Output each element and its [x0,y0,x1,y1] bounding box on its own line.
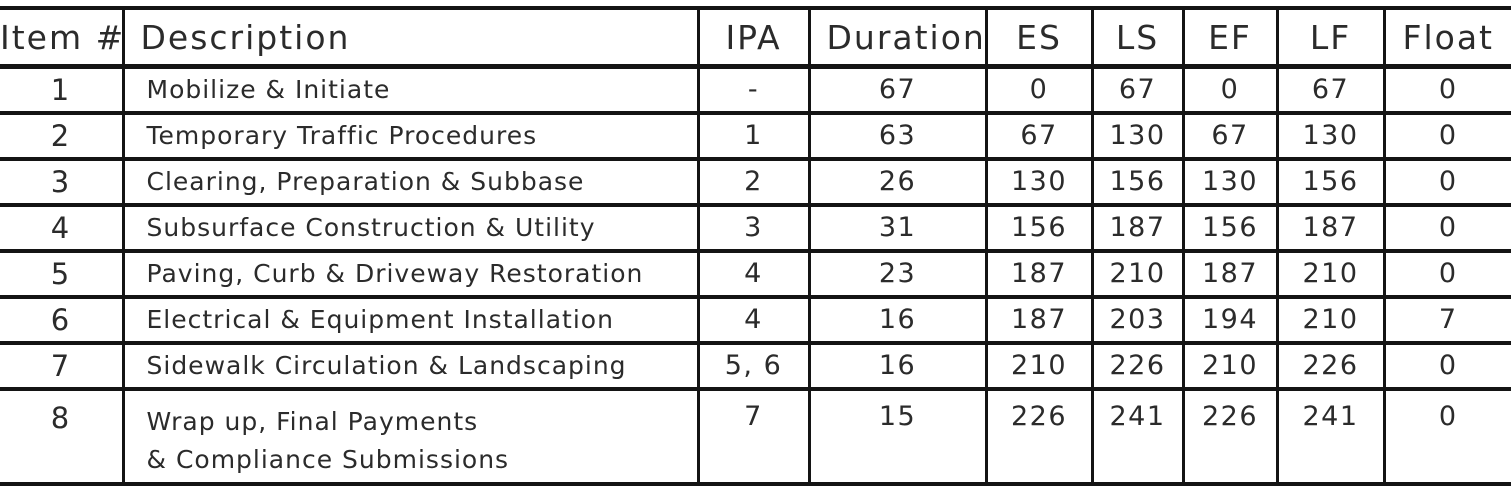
cell-ef: 226 [1181,386,1279,486]
cell-duration: 23 [807,248,988,299]
column-header-description: Description [121,6,700,69]
cell-lf: 130 [1275,110,1386,161]
cell-es: 187 [984,248,1094,299]
cell-float: 7 [1382,294,1511,345]
activity-schedule-table: Item # Description IPA Duration ES LS EF… [0,6,1511,486]
column-header-ls: LS [1090,6,1185,69]
cell-lf: 67 [1275,64,1386,115]
column-header-lf: LF [1275,6,1386,69]
column-header-es: ES [984,6,1094,69]
cell-ipa: 3 [696,202,811,253]
cell-item: 2 [0,110,125,161]
column-header-ipa: IPA [696,6,811,69]
cell-ef: 67 [1181,110,1279,161]
cell-item: 8 [0,386,125,486]
cell-ef: 130 [1181,156,1279,207]
cell-duration: 16 [807,340,988,391]
table-row: 4 Subsurface Construction & Utility 3 31… [0,202,1511,253]
cell-float: 0 [1382,110,1511,161]
cell-ls: 187 [1090,202,1185,253]
cell-float: 0 [1382,386,1511,486]
cell-duration: 63 [807,110,988,161]
cell-es: 156 [984,202,1094,253]
table-row: 8 Wrap up, Final Payments & Compliance S… [0,386,1511,486]
cell-ipa: - [696,64,811,115]
cell-item: 4 [0,202,125,253]
cell-lf: 210 [1275,248,1386,299]
cell-description: Sidewalk Circulation & Landscaping [121,340,700,391]
cell-lf: 241 [1275,386,1386,486]
cell-item: 1 [0,64,125,115]
cell-float: 0 [1382,340,1511,391]
cell-float: 0 [1382,202,1511,253]
cell-description: Mobilize & Initiate [121,64,700,115]
cell-item: 7 [0,340,125,391]
cell-ls: 67 [1090,64,1185,115]
cell-duration: 26 [807,156,988,207]
cell-item: 3 [0,156,125,207]
cell-ipa: 7 [696,386,811,486]
cell-es: 210 [984,340,1094,391]
cell-es: 226 [984,386,1094,486]
cell-description: Paving, Curb & Driveway Restoration [121,248,700,299]
table-row: 2 Temporary Traffic Procedures 1 63 67 1… [0,110,1511,161]
cell-es: 187 [984,294,1094,345]
column-header-float: Float [1382,6,1511,69]
column-header-ef: EF [1181,6,1279,69]
cell-description: Temporary Traffic Procedures [121,110,700,161]
cell-ls: 210 [1090,248,1185,299]
column-header-duration: Duration [807,6,988,69]
cell-lf: 226 [1275,340,1386,391]
cell-ls: 226 [1090,340,1185,391]
cell-es: 130 [984,156,1094,207]
cell-es: 67 [984,110,1094,161]
cell-duration: 15 [807,386,988,486]
table-row: 3 Clearing, Preparation & Subbase 2 26 1… [0,156,1511,207]
cell-item: 6 [0,294,125,345]
cell-ef: 194 [1181,294,1279,345]
cell-duration: 16 [807,294,988,345]
cell-description: Electrical & Equipment Installation [121,294,700,345]
table-row: 6 Electrical & Equipment Installation 4 … [0,294,1511,345]
cell-lf: 210 [1275,294,1386,345]
cell-ls: 130 [1090,110,1185,161]
cell-ipa: 1 [696,110,811,161]
table-row: 7 Sidewalk Circulation & Landscaping 5, … [0,340,1511,391]
cell-ipa: 4 [696,248,811,299]
cell-ef: 187 [1181,248,1279,299]
cell-float: 0 [1382,156,1511,207]
header-row: Item # Description IPA Duration ES LS EF… [0,6,1511,69]
cell-ls: 203 [1090,294,1185,345]
cell-item: 5 [0,248,125,299]
cell-description: Clearing, Preparation & Subbase [121,156,700,207]
cell-duration: 31 [807,202,988,253]
cell-ef: 156 [1181,202,1279,253]
cell-ipa: 5, 6 [696,340,811,391]
cell-float: 0 [1382,248,1511,299]
cell-lf: 156 [1275,156,1386,207]
cell-lf: 187 [1275,202,1386,253]
cell-ipa: 4 [696,294,811,345]
cell-description: Wrap up, Final Payments & Compliance Sub… [121,386,700,486]
table-row: 1 Mobilize & Initiate - 67 0 67 0 67 0 [0,64,1511,115]
cell-ef: 0 [1181,64,1279,115]
table-body: 1 Mobilize & Initiate - 67 0 67 0 67 0 2… [0,64,1511,486]
cell-float: 0 [1382,64,1511,115]
cell-description: Subsurface Construction & Utility [121,202,700,253]
cell-ef: 210 [1181,340,1279,391]
column-header-item: Item # [0,6,125,69]
table-row: 5 Paving, Curb & Driveway Restoration 4 … [0,248,1511,299]
table-header: Item # Description IPA Duration ES LS EF… [0,6,1511,69]
cell-duration: 67 [807,64,988,115]
cell-ls: 241 [1090,386,1185,486]
cell-es: 0 [984,64,1094,115]
cell-ipa: 2 [696,156,811,207]
cell-ls: 156 [1090,156,1185,207]
